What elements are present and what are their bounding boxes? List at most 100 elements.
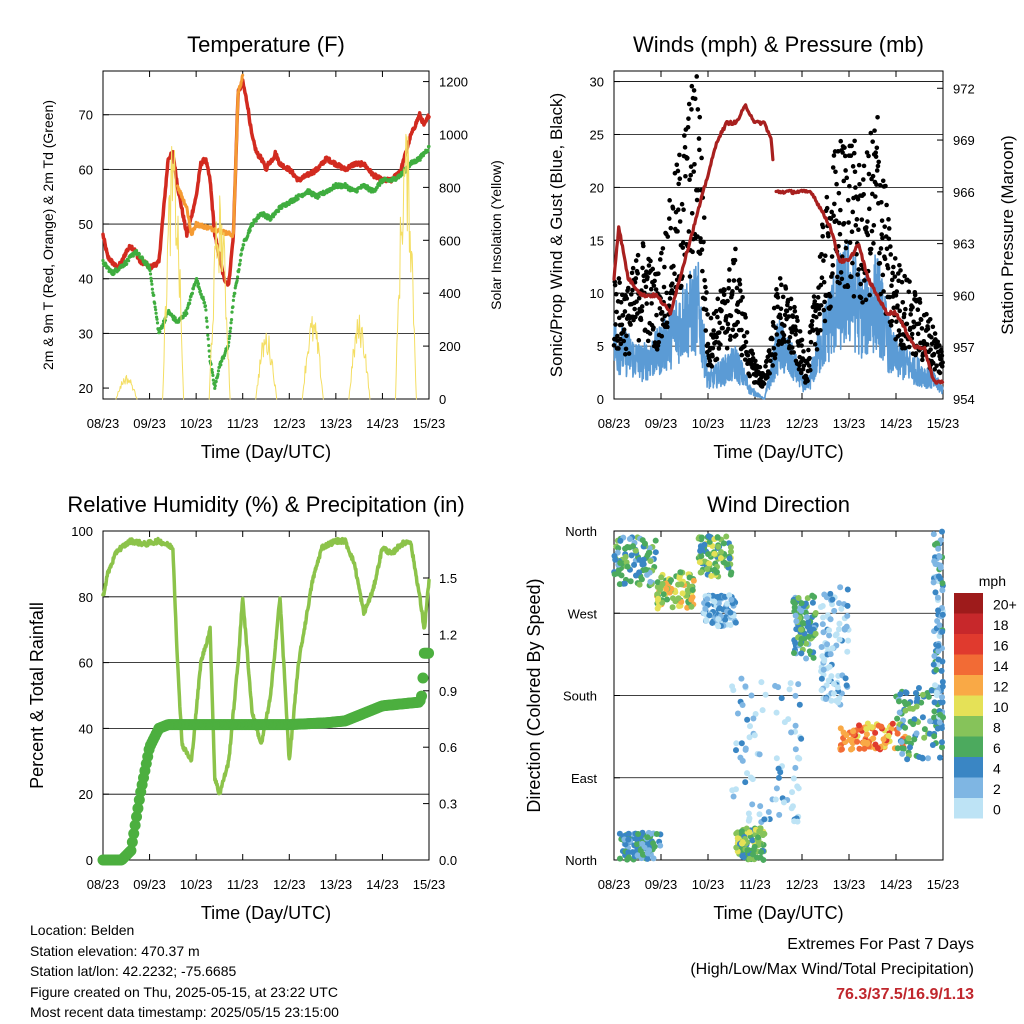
winds-series-gust-point xyxy=(865,232,871,238)
rh-title: Relative Humidity (%) & Precipitation (i… xyxy=(67,492,464,517)
temperature-series-td-point xyxy=(155,317,159,321)
winds-series-gust-point xyxy=(692,96,698,102)
winds-series-gust-point xyxy=(883,183,888,189)
direction-point xyxy=(844,648,851,655)
direction-point xyxy=(927,718,934,725)
direction-point xyxy=(634,852,641,859)
winds-series-gust-point xyxy=(809,318,815,324)
winds-series-gust-point xyxy=(875,114,880,120)
winds-xtick-label: 14/23 xyxy=(880,416,913,431)
winds-series-gust-point xyxy=(618,336,623,342)
rh-ytick-right-label: 0.6 xyxy=(439,740,457,755)
winds-series-gust-point xyxy=(820,224,826,230)
temperature-ytick-label: 60 xyxy=(79,162,93,177)
direction-point xyxy=(742,683,749,690)
winds-series-gust-point xyxy=(710,353,715,359)
direction-point xyxy=(889,720,896,727)
winds-series-gust-point xyxy=(635,252,641,258)
winds-series-gust-point xyxy=(677,152,682,158)
rh-frame xyxy=(102,530,430,861)
temperature-series-td-point xyxy=(125,262,129,266)
rh-xlabel: Time (Day/UTC) xyxy=(201,903,331,923)
direction-point xyxy=(625,854,632,861)
rh-ytick-right-label: 0.3 xyxy=(439,797,457,812)
winds-series-gust-point xyxy=(709,364,715,369)
temperature-series-td-point xyxy=(149,279,154,283)
direction-legend-label: 0 xyxy=(993,802,1001,818)
winds-series-gust-point xyxy=(757,364,763,370)
direction-legend-label: 20+ xyxy=(993,597,1017,613)
temperature-xtick-label: 13/23 xyxy=(320,416,353,431)
winds-series-gust-point xyxy=(771,345,777,351)
direction-point xyxy=(906,744,913,751)
temperature-series-td-point xyxy=(205,319,209,323)
direction-ylabel: Direction (Colored By Speed) xyxy=(524,578,544,812)
winds-series-gust-point xyxy=(769,336,775,342)
direction-point xyxy=(727,621,734,628)
temperature-series-td-point xyxy=(228,329,232,334)
winds-series-gust-point xyxy=(871,241,876,246)
direction-ytick-label: North xyxy=(565,853,597,868)
direction-point xyxy=(830,680,837,687)
direction-point xyxy=(856,745,863,752)
temperature-series-td-point xyxy=(195,277,199,281)
temperature-series-td-point xyxy=(101,258,105,263)
direction-point xyxy=(734,835,741,842)
figure-created: Figure created on Thu, 2025-05-15, at 23… xyxy=(30,983,338,1000)
temperature-series-td-point xyxy=(152,293,156,297)
winds-series-gust-point xyxy=(831,153,837,158)
direction-point xyxy=(894,745,901,752)
temperature-series-td-point xyxy=(355,189,359,193)
winds-series-gust-point xyxy=(837,231,843,237)
winds-series-gust-point xyxy=(859,217,865,222)
direction-point xyxy=(914,695,921,702)
direction-point xyxy=(732,786,739,793)
direction-point xyxy=(703,617,710,624)
direction-point xyxy=(902,701,909,708)
direction-point xyxy=(795,595,802,602)
winds-series-gust-point xyxy=(873,154,879,159)
winds-ytick-right-label: 960 xyxy=(953,288,975,303)
station-latlon: Station lat/lon: 42.2232; -75.6685 xyxy=(30,963,237,979)
temperature-series-td-point xyxy=(235,278,239,283)
direction-point xyxy=(715,543,722,550)
direction-point xyxy=(726,555,733,562)
direction-point xyxy=(919,755,926,762)
direction-point xyxy=(699,546,706,553)
winds-series-gust-point xyxy=(843,245,849,251)
direction-point xyxy=(792,639,799,646)
direction-point xyxy=(744,716,751,723)
winds-series-gust-point xyxy=(654,312,659,318)
winds-series-gust-point xyxy=(616,315,622,321)
direction-point xyxy=(709,619,716,626)
temperature-series-solar xyxy=(115,374,138,400)
winds-series-gust-point xyxy=(765,374,770,380)
direction-xtick-label: 14/23 xyxy=(880,877,913,892)
winds-series-gust-point xyxy=(726,278,732,283)
winds-series-gust-point xyxy=(872,128,877,133)
winds-ytick-label: 20 xyxy=(590,180,604,195)
direction-point xyxy=(939,580,946,587)
winds-series-gust-point xyxy=(864,150,870,155)
winds-series-gust-point xyxy=(849,143,854,149)
direction-point xyxy=(751,732,758,739)
temperature-series-td-point xyxy=(237,268,241,272)
winds-ylabel-right: Station Pressure (Maroon) xyxy=(998,135,1017,334)
winds-series-gust-point xyxy=(738,298,744,303)
temperature-series-td-point xyxy=(150,287,154,291)
direction-point xyxy=(939,611,946,618)
rh-xtick-label: 14/23 xyxy=(366,877,399,892)
winds-series-gust-point xyxy=(899,279,905,285)
temperature-series-td-point xyxy=(276,209,281,213)
direction-point xyxy=(727,548,734,555)
winds-series-gust-point xyxy=(659,309,665,315)
direction-point xyxy=(931,733,938,740)
temperature-series-td-point xyxy=(231,305,235,309)
winds-series-gust-point xyxy=(731,278,737,283)
temperature-series-td-point xyxy=(153,301,157,305)
direction-point xyxy=(678,581,685,588)
winds-series-gust-point xyxy=(886,226,892,231)
winds-series-gust-point xyxy=(745,353,751,358)
winds-series-gust-point xyxy=(906,344,912,350)
temperature-series-td-point xyxy=(207,349,211,353)
